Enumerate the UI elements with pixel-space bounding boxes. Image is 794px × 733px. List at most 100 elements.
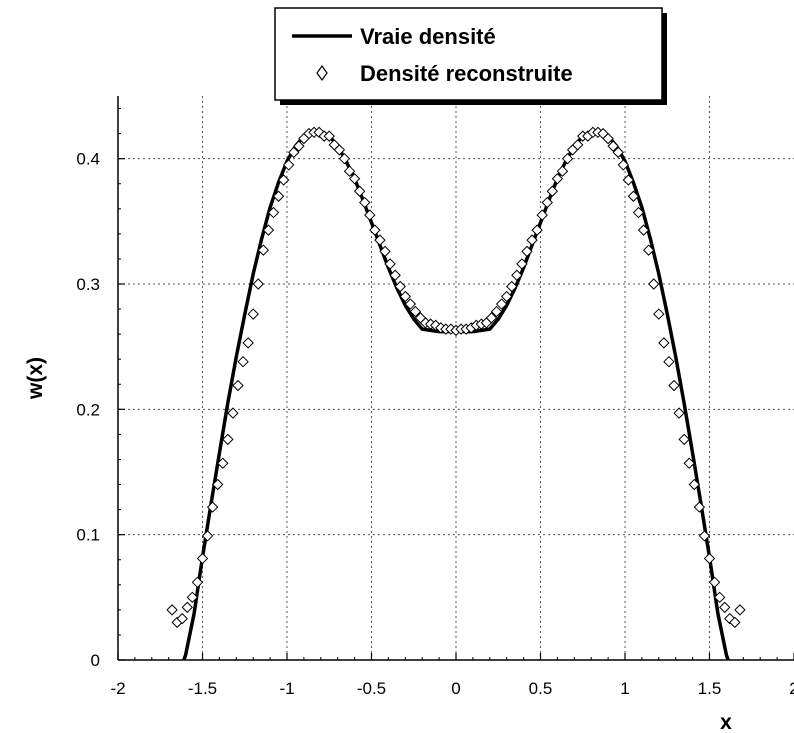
data-point-reconstructed [237,355,249,368]
data-point-reconstructed [293,140,305,152]
data-point-reconstructed [247,308,259,320]
data-point-reconstructed [364,209,376,221]
x-tick-label: -2 [110,679,125,698]
data-point-reconstructed [526,234,538,246]
data-point-reconstructed [288,146,300,159]
data-point-reconstructed [612,146,624,159]
data-point-reconstructed [267,206,280,219]
data-point-reconstructed [551,173,564,185]
x-tick-label: -0.5 [357,679,386,698]
y-tick-label: 0.4 [76,150,100,169]
data-point-reconstructed [232,379,244,392]
data-point-reconstructed [217,457,229,469]
data-point-reconstructed [637,224,650,236]
data-point-reconstructed [201,530,214,542]
data-point-reconstructed [622,174,635,186]
x-tick-labels: -2 -1.5 -1 -0.5 0 0.5 1 1.5 2 [110,679,794,698]
data-point-reconstructed [571,139,584,151]
data-point-reconstructed [719,601,731,614]
legend: Vraie densité Densité reconstruite [274,7,667,105]
legend-label-true-density: Vraie densité [360,24,496,49]
data-point-reconstructed [693,501,706,513]
legend-label-reconstructed-density: Densité reconstruite [360,61,573,86]
data-point-reconstructed [729,616,741,629]
x-tick-label: 2 [789,679,794,698]
data-point-reconstructed [277,174,290,186]
x-tick-label: 0 [451,679,460,698]
data-point-reconstructed [353,185,366,197]
data-point-reconstructed [678,433,690,446]
data-point-reconstructed [653,308,665,320]
data-point-reconstructed [663,355,675,368]
y-tick-label: 0.2 [76,400,100,419]
tick-marks [117,108,794,661]
data-point-reconstructed [262,224,275,236]
data-point-reconstructed [222,433,234,446]
data-point-reconstructed [404,298,417,310]
y-tick-label: 0.1 [76,526,100,545]
data-point-reconstructed [257,244,270,256]
x-tick-label: 1.5 [698,679,722,698]
x-tick-label: 1 [620,679,629,698]
data-point-reconstructed [399,290,412,303]
data-point-reconstructed [556,165,569,177]
data-point-reconstructed [541,196,553,209]
data-point-reconstructed [348,173,361,185]
data-point-reconstructed [490,305,503,318]
series-layer [166,126,746,661]
data-point-reconstructed [627,190,640,202]
data-point-reconstructed [323,130,335,142]
legend-box [274,7,663,101]
data-point-reconstructed [617,159,630,171]
data-point-reconstructed [500,290,513,303]
data-point-reconstructed [333,144,346,156]
data-point-reconstructed [384,258,396,270]
data-point-reconstructed [252,278,264,290]
y-tick-label: 0 [91,651,100,670]
data-point-reconstructed [389,269,401,281]
data-point-reconstructed [561,152,574,165]
data-point-reconstructed [359,196,371,209]
data-point-reconstructed [506,280,518,293]
data-point-reconstructed [698,530,711,542]
x-tick-label: -1.5 [188,679,217,698]
y-tick-labels: 0 0.1 0.2 0.3 0.4 [76,150,100,670]
x-tick-label: 0.5 [529,679,553,698]
data-point-reconstructed [648,278,660,290]
data-point-reconstructed [607,140,619,152]
data-point-reconstructed [166,604,178,616]
data-point-reconstructed [668,379,680,392]
data-point-reconstructed [282,159,295,171]
data-point-reconstructed [242,337,254,349]
data-point-reconstructed [379,245,391,258]
data-point-reconstructed [272,190,285,202]
y-axis-label: w(x) [24,357,47,400]
data-point-reconstructed [485,312,498,324]
data-point-reconstructed [602,132,614,145]
data-point-reconstructed [683,457,695,469]
data-point-reconstructed [713,591,726,604]
data-point-reconstructed [186,591,199,604]
data-point-reconstructed [516,258,528,270]
data-point-reconstructed [181,601,193,614]
data-point-reconstructed [343,165,356,177]
x-tick-label: -1 [279,679,294,698]
data-point-reconstructed [734,604,746,616]
y-tick-label: 0.3 [76,275,100,294]
data-point-reconstructed [338,152,351,165]
data-point-reconstructed [196,552,209,565]
data-point-reconstructed [536,209,548,221]
data-point-reconstructed [642,244,655,256]
data-point-reconstructed [206,501,219,513]
data-point-reconstructed [531,224,543,236]
data-point-reconstructed [369,224,381,236]
data-point-reconstructed [703,552,716,565]
data-point-reconstructed [632,206,645,219]
data-point-reconstructed [546,185,559,197]
data-point-reconstructed [394,280,406,293]
data-point-reconstructed [521,245,533,258]
data-point-reconstructed [658,337,670,349]
data-point-reconstructed [409,305,422,318]
series-line-true-density [182,129,730,661]
